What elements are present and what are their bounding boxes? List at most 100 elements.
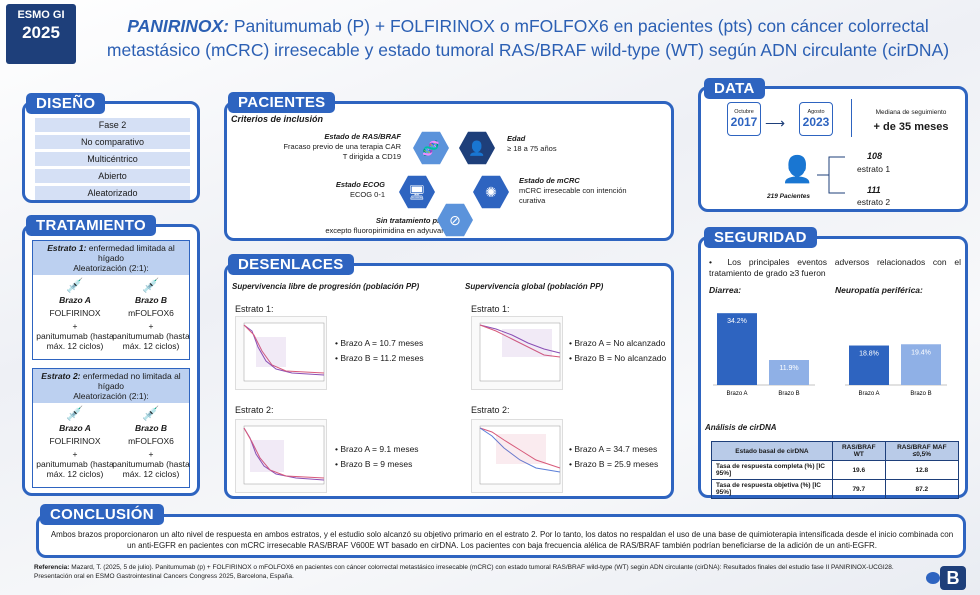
estrato2-rand: Aleatorización (2:1):	[73, 391, 149, 401]
pfs2b-text: Brazo B = 9 meses	[340, 459, 413, 469]
mediana-value: + de 35 meses	[873, 121, 949, 133]
arm-a-name: Brazo A	[59, 295, 91, 305]
seguridad-intro-text: Los principales eventos adversos relacio…	[709, 257, 961, 278]
arm-b-plus: +	[148, 449, 154, 459]
poster-title: PANIRINOX: Panitumumab (P) + FOLFIRINOX …	[88, 14, 968, 62]
cirdna-r1c0: Tasa de respuesta objetiva (%) [IC 95%]	[711, 479, 833, 499]
seguridad-panel: • Los principales eventos adversos relac…	[698, 236, 968, 499]
cirdna-h0: Estado basal de cirDNA	[711, 441, 833, 461]
pfs-e1: Estrato 1:	[235, 304, 274, 314]
conclusion-panel: Ambos brazos proporcionaron un alto nive…	[36, 514, 966, 558]
neuro-label-1: 19.4%	[911, 349, 931, 356]
arm-b-p: panitumumab (hasta máx. 12 ciclos)	[112, 331, 190, 351]
os2b: • Brazo B = 25.9 meses	[569, 459, 659, 469]
neuro-category-1: Brazo B	[910, 391, 931, 397]
crit-ras-t: Fracaso previo de una terapia CAR T diri…	[283, 142, 401, 161]
arm-b-p: panitumumab (hasta máx. 12 ciclos)	[112, 459, 190, 479]
crit-previo-t: excepto fluoropirimidina en adyuvancia	[325, 226, 455, 235]
desenlaces-panel: Supervivencia libre de progresión (pobla…	[224, 263, 674, 499]
arm-b-drug: mFOLFOX6	[128, 436, 174, 446]
crit-ecog-h: Estado ECOG	[335, 180, 385, 189]
pfs2a-text: Brazo A = 9.1 meses	[340, 444, 419, 454]
chart-neuro: 18.8% Brazo A 19.4% Brazo B	[845, 344, 947, 397]
os-e2: Estrato 2:	[471, 405, 510, 415]
estrato1-box: Estrato 1: enfermedad limitada al hígado…	[32, 240, 190, 360]
arm-a-p: panitumumab (hasta máx. 12 ciclos)	[36, 459, 114, 479]
neuro-label-0: 18.8%	[859, 351, 879, 358]
syringe-icon: 💉	[66, 277, 84, 293]
arm-a-name: Brazo A	[59, 423, 91, 433]
crit-previo: Sin tratamiento previo excepto fluoropiri…	[297, 216, 455, 236]
person-icon: 👤	[459, 131, 495, 165]
estrato1-arm-b: 💉 Brazo B mFOLFOX6 + panitumumab (hasta …	[111, 277, 191, 351]
cirdna-title: Análisis de cirDNA	[705, 423, 777, 432]
pfs-e2: Estrato 2:	[235, 405, 274, 415]
os1b: • Brazo B = No alcanzado	[569, 353, 667, 363]
badge-line2: 2025	[22, 23, 60, 42]
estrato1-text: enfermedad limitada al hígado	[86, 243, 175, 263]
estrato2-header: Estrato 2: enfermedad no limitada al híg…	[33, 369, 189, 403]
estrato2-label: Estrato 2:	[41, 371, 81, 381]
pacientes-panel: Criterios de inclusión Estado de RAS/BRA…	[224, 101, 674, 241]
arm-b-drug: mFOLFOX6	[128, 308, 174, 318]
brand-logo: B	[926, 566, 970, 590]
badge-line1: ESMO GI	[17, 9, 65, 21]
end-month: Agosto	[807, 109, 825, 115]
estrato2-n: 111	[867, 185, 881, 195]
km-os-e2	[471, 419, 563, 493]
diarrea-category-1: Brazo B	[778, 391, 799, 397]
title-highlight: PANIRINOX:	[127, 16, 229, 36]
diseno-item: Aleatorizado	[35, 186, 190, 200]
estrato1-arm-a: 💉 Brazo A FOLFIRINOX + panitumumab (hast…	[35, 277, 115, 351]
estrato2-label: estrato 2	[857, 197, 891, 207]
crit-mcrc-t: mCRC irresecable con intención curativa	[519, 186, 627, 205]
arm-a-plus: +	[72, 321, 78, 331]
crit-edad: Edad ≥ 18 a 75 años	[507, 134, 627, 154]
cirdna-r1c2: 87.2	[884, 479, 960, 499]
crit-edad-h: Edad	[507, 134, 526, 143]
os1a: • Brazo A = No alcanzado	[569, 338, 666, 348]
title-rest: Panitumumab (P) + FOLFIRINOX o mFOLFOX6 …	[106, 16, 950, 60]
calendar-end-icon: Agosto 2023	[799, 102, 833, 136]
estrato1-n: 108	[867, 151, 883, 161]
pfs2a: • Brazo A = 9.1 meses	[335, 444, 419, 454]
pfs1b-text: Brazo B = 11.2 meses	[340, 353, 424, 363]
estrato2-text: enfermedad no limitada al hígado	[80, 371, 181, 391]
diarrea-title: Diarrea:	[709, 285, 742, 295]
diarrea-bar-1	[769, 360, 809, 385]
crit-edad-t: ≥ 18 a 75 años	[507, 144, 557, 153]
arm-a-p: panitumumab (hasta máx. 12 ciclos)	[36, 331, 114, 351]
estrato2-arm-b: 💉 Brazo B mFOLFOX6 + panitumumab (hasta …	[111, 405, 191, 479]
calendar-start-icon: Octubre 2017	[727, 102, 761, 136]
divider	[851, 99, 852, 137]
tratamiento-title: TRATAMIENTO	[26, 215, 156, 236]
cirdna-r0c0: Tasa de respuesta completa (%) [IC 95%]	[711, 460, 833, 480]
cirdna-r0c2: 12.8	[884, 460, 960, 480]
split-lines	[817, 156, 845, 194]
diseno-item: No comparativo	[35, 135, 190, 149]
pacientes-title: PACIENTES	[228, 92, 336, 113]
tratamiento-panel: Estrato 1: enfermedad limitada al hígado…	[22, 224, 200, 496]
crit-previo-h: Sin tratamiento previo	[375, 216, 455, 225]
end-year: 2023	[802, 115, 830, 129]
arm-b-name: Brazo B	[134, 423, 168, 433]
conclusion-title: CONCLUSIÓN	[40, 504, 164, 525]
arm-a-drug: FOLFIRINOX	[49, 308, 101, 318]
start-month: Octubre	[734, 109, 754, 115]
conclusion-text: Ambos brazos proporcionaron un alto nive…	[50, 530, 954, 550]
os1a-text: Brazo A = No alcanzado	[574, 338, 666, 348]
reference: Referencia: Mazard, T. (2025, 5 de julio…	[34, 563, 914, 581]
estrato1-rand: Aleatorización (2:1):	[73, 263, 149, 273]
diarrea-category-0: Brazo A	[726, 391, 747, 397]
pfs2b: • Brazo B = 9 meses	[335, 459, 413, 469]
patients-count: 219 Pacientes	[767, 193, 811, 200]
os1b-text: Brazo B = No alcanzado	[574, 353, 667, 363]
neuro-bar-1	[901, 344, 941, 385]
estrato2-box: Estrato 2: enfermedad no limitada al híg…	[32, 368, 190, 488]
arm-b-name: Brazo B	[134, 295, 168, 305]
diseno-panel: Fase 2 No comparativo Multicéntrico Abie…	[22, 101, 200, 203]
estrato2-arm-a: 💉 Brazo A FOLFIRINOX + panitumumab (hast…	[35, 405, 115, 479]
crit-mcrc: Estado de mCRC mCRC irresecable con inten…	[519, 176, 637, 206]
crit-ecog: Estado ECOG ECOG 0-1	[287, 180, 385, 200]
mediana-label: Mediana de seguimiento	[875, 109, 947, 116]
